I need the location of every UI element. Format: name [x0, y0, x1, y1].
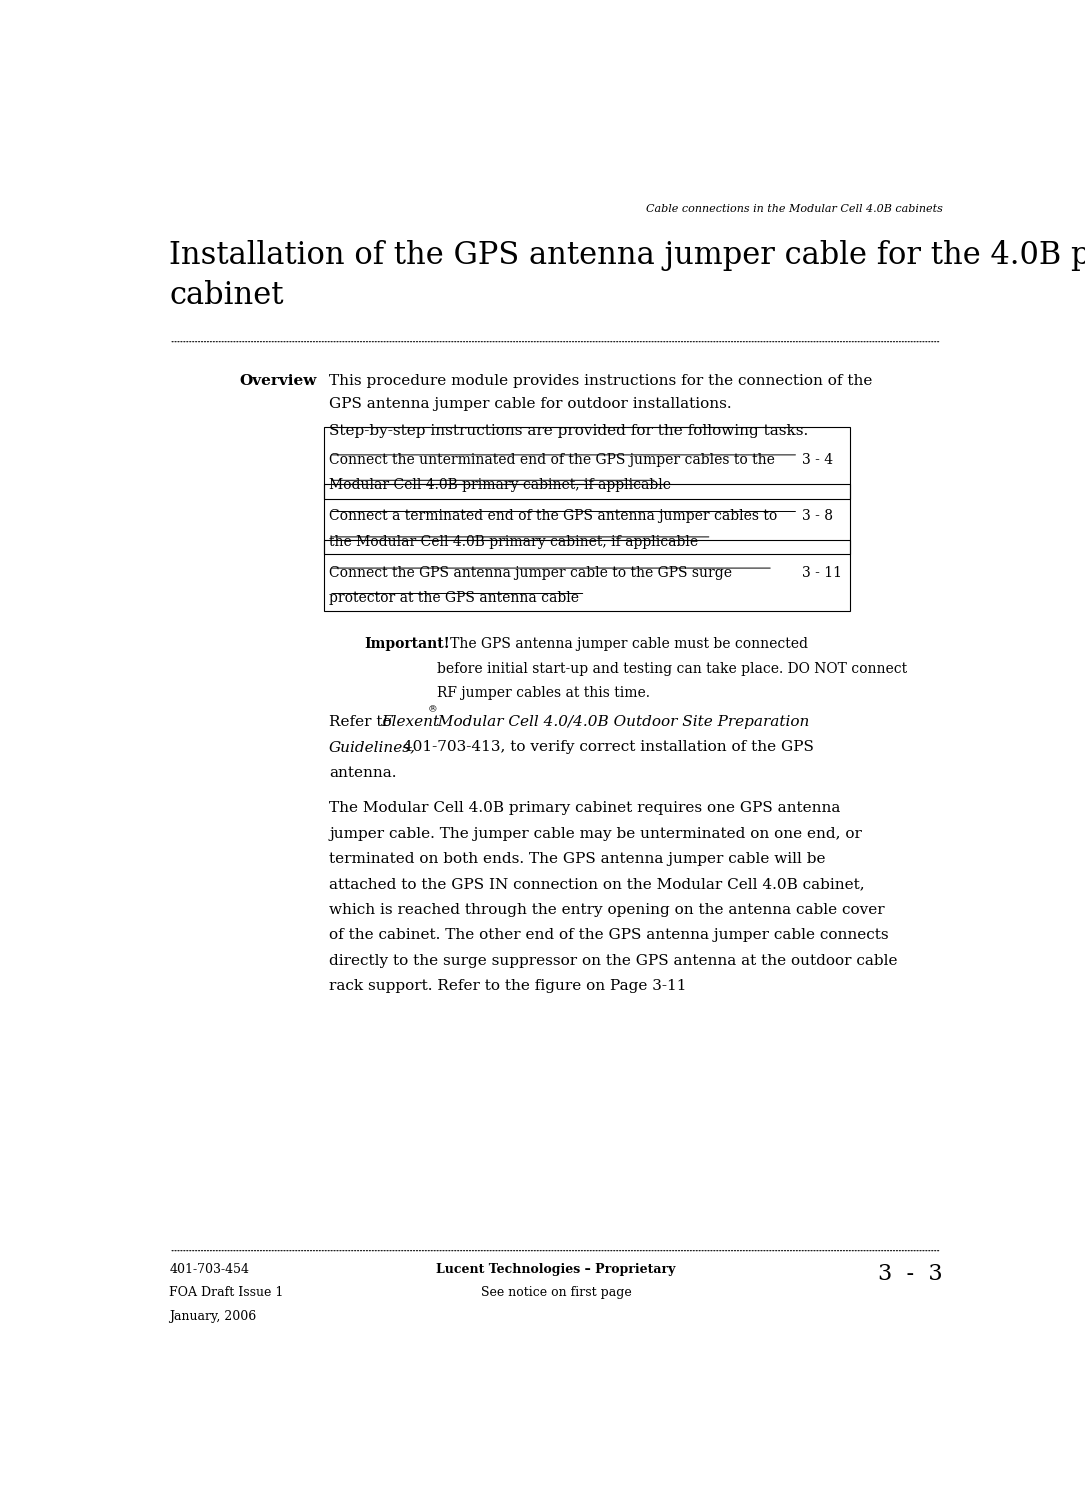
Text: attached to the GPS IN connection on the Modular Cell 4.0B cabinet,: attached to the GPS IN connection on the… — [329, 878, 865, 891]
Text: Lucent Technologies – Proprietary: Lucent Technologies – Proprietary — [436, 1263, 676, 1276]
Text: before initial start-up and testing can take place. DO NOT connect: before initial start-up and testing can … — [437, 662, 908, 675]
Text: 3 - 11: 3 - 11 — [803, 566, 842, 580]
Text: Flexent: Flexent — [381, 716, 439, 729]
Text: 3 - 8: 3 - 8 — [803, 509, 833, 524]
Text: RF jumper cables at this time.: RF jumper cables at this time. — [437, 686, 651, 700]
Text: Guidelines,: Guidelines, — [329, 740, 416, 754]
Text: Refer to: Refer to — [329, 716, 396, 729]
Text: 401-703-454: 401-703-454 — [169, 1263, 250, 1276]
Bar — [324, 540, 850, 610]
Text: Step-by-step instructions are provided for the following tasks.: Step-by-step instructions are provided f… — [329, 423, 808, 438]
Text: FOA Draft Issue 1: FOA Draft Issue 1 — [169, 1287, 283, 1299]
Text: January, 2006: January, 2006 — [169, 1310, 256, 1323]
Text: 3  -  3: 3 - 3 — [878, 1263, 943, 1286]
Text: terminated on both ends. The GPS antenna jumper cable will be: terminated on both ends. The GPS antenna… — [329, 852, 826, 865]
Text: directly to the surge suppressor on the GPS antenna at the outdoor cable: directly to the surge suppressor on the … — [329, 954, 897, 968]
Text: Connect the GPS antenna jumper cable to the GPS surge: Connect the GPS antenna jumper cable to … — [329, 566, 732, 580]
Text: jumper cable. The jumper cable may be unterminated on one end, or: jumper cable. The jumper cable may be un… — [329, 827, 861, 842]
Text: See notice on first page: See notice on first page — [481, 1287, 631, 1299]
Text: Modular Cell 4.0B primary cabinet, if applicable: Modular Cell 4.0B primary cabinet, if ap… — [329, 478, 671, 492]
Bar — [324, 427, 850, 500]
Text: of the cabinet. The other end of the GPS antenna jumper cable connects: of the cabinet. The other end of the GPS… — [329, 928, 889, 942]
Text: cabinet: cabinet — [169, 280, 284, 312]
Text: The Modular Cell 4.0B primary cabinet requires one GPS antenna: The Modular Cell 4.0B primary cabinet re… — [329, 801, 841, 816]
Bar — [324, 484, 850, 554]
Text: the Modular Cell 4.0B primary cabinet, if applicable: the Modular Cell 4.0B primary cabinet, i… — [329, 534, 698, 549]
Text: Installation of the GPS antenna jumper cable for the 4.0B primary: Installation of the GPS antenna jumper c… — [169, 240, 1085, 272]
Text: The GPS antenna jumper cable must be connected: The GPS antenna jumper cable must be con… — [437, 638, 808, 651]
Text: which is reached through the entry opening on the antenna cable cover: which is reached through the entry openi… — [329, 903, 884, 916]
Text: Cable connections in the Modular Cell 4.0B cabinets: Cable connections in the Modular Cell 4.… — [646, 204, 943, 214]
Text: Connect the unterminated end of the GPS jumper cables to the: Connect the unterminated end of the GPS … — [329, 453, 775, 466]
Text: protector at the GPS antenna cable: protector at the GPS antenna cable — [329, 591, 579, 604]
Text: ®: ® — [427, 705, 437, 714]
Text: 401-703-413, to verify correct installation of the GPS: 401-703-413, to verify correct installat… — [398, 740, 814, 754]
Text: Connect a terminated end of the GPS antenna jumper cables to: Connect a terminated end of the GPS ante… — [329, 509, 777, 524]
Text: This procedure module provides instructions for the connection of the: This procedure module provides instructi… — [329, 374, 872, 388]
Text: Modular Cell 4.0/4.0B Outdoor Site Preparation: Modular Cell 4.0/4.0B Outdoor Site Prepa… — [433, 716, 809, 729]
Text: 3 - 4: 3 - 4 — [803, 453, 833, 466]
Text: antenna.: antenna. — [329, 765, 396, 780]
Text: rack support. Refer to the figure on Page 3-11: rack support. Refer to the figure on Pag… — [329, 980, 687, 993]
Text: GPS antenna jumper cable for outdoor installations.: GPS antenna jumper cable for outdoor ins… — [329, 398, 731, 411]
Text: Overview: Overview — [239, 374, 317, 388]
Text: Important!: Important! — [365, 638, 450, 651]
